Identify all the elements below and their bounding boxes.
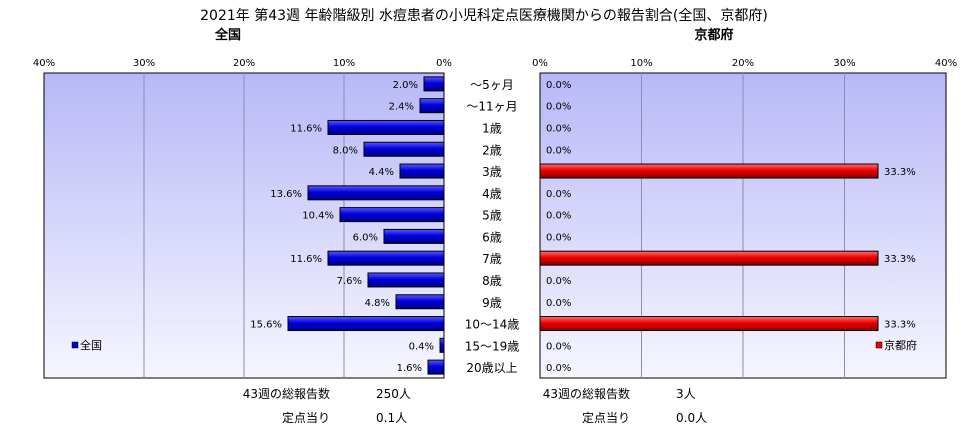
data-label-kyoto: 0.0% (546, 341, 571, 352)
bar-kyoto (539, 316, 879, 332)
total-reports-label-national: 43週の総報告数 (243, 386, 330, 401)
bar-national (383, 228, 445, 244)
category-label: 7歳 (482, 252, 502, 266)
legend-label-national: 全国 (80, 338, 102, 352)
per-site-label-national: 定点当り (282, 410, 330, 425)
panel-title-kyoto: 京都府 (694, 27, 733, 43)
bar-national (399, 163, 445, 179)
data-label-kyoto: 0.0% (546, 276, 571, 287)
legend-label-kyoto: 京都府 (884, 338, 917, 352)
per-site-value-national: 0.1人 (376, 411, 407, 425)
tick-label-national: 20% (233, 58, 255, 69)
data-label-national: 13.6% (270, 189, 302, 200)
tick-label-national: 0% (436, 58, 452, 69)
data-label-national: 0.4% (409, 341, 434, 352)
legend-swatch-kyoto (875, 341, 883, 349)
tick-label-kyoto: 20% (732, 58, 754, 69)
data-label-national: 10.4% (302, 211, 334, 222)
data-label-kyoto: 0.0% (546, 189, 571, 200)
data-label-national: 11.6% (290, 254, 322, 265)
data-label-kyoto: 0.0% (546, 102, 571, 113)
data-label-national: 1.6% (397, 363, 422, 374)
category-label: ～5ヶ月 (470, 78, 514, 92)
bar-national (367, 272, 445, 288)
category-label: 1歳 (482, 121, 502, 135)
total-reports-label-kyoto: 43週の総報告数 (543, 386, 630, 401)
data-label-kyoto: 0.0% (546, 211, 571, 222)
data-label-kyoto: 0.0% (546, 298, 571, 309)
category-label: 6歳 (482, 230, 502, 244)
legend-swatch-national (71, 341, 79, 349)
category-label: 5歳 (482, 209, 502, 223)
panel-title-national: 全国 (214, 27, 241, 43)
tick-label-kyoto: 0% (532, 58, 548, 69)
data-label-kyoto: 0.0% (546, 80, 571, 91)
chart-title: 2021年 第43週 年齢階級別 水痘患者の小児科定点医療機関からの報告割合(全… (200, 7, 768, 24)
bar-national (427, 359, 445, 375)
tick-label-national: 30% (133, 58, 155, 69)
bar-national (327, 119, 445, 135)
bar-national (439, 337, 445, 353)
data-label-national: 2.0% (393, 80, 418, 91)
bar-kyoto (539, 163, 879, 179)
bar-national (363, 141, 445, 157)
category-label: ～11ヶ月 (466, 100, 517, 114)
bar-national (307, 185, 445, 201)
data-label-national: 8.0% (333, 145, 358, 156)
category-label: 9歳 (482, 296, 502, 310)
data-label-national: 11.6% (290, 123, 322, 134)
category-label: 15～19歳 (465, 339, 520, 353)
data-label-kyoto: 33.3% (884, 167, 916, 178)
data-label-national: 4.4% (369, 167, 394, 178)
tick-label-kyoto: 40% (935, 58, 957, 69)
panel-kyoto: 0% 10% 20% 30% 40% 0.0% 0.0% 0.0% 0.0% 33.3% 0.0% 0… (532, 58, 957, 425)
total-reports-value-kyoto: 3人 (676, 387, 696, 401)
bar-national (339, 207, 445, 223)
per-site-label-kyoto: 定点当り (582, 410, 630, 425)
data-label-kyoto: 33.3% (884, 254, 916, 265)
category-label: 4歳 (482, 187, 502, 201)
panel-national: 0% 10% 20% 30% 40% 2.0% 2.4% 11.6% 8.0% 4.4% 13.6%… (33, 58, 452, 425)
category-label: 8歳 (482, 274, 502, 288)
bar-national (327, 250, 445, 266)
data-label-national: 7.6% (337, 276, 362, 287)
data-label-kyoto: 0.0% (546, 232, 571, 243)
category-label: 3歳 (482, 165, 502, 179)
bar-national (423, 76, 445, 92)
category-label: 2歳 (482, 143, 502, 157)
bar-kyoto (539, 250, 879, 266)
tick-label-national: 10% (333, 58, 355, 69)
bar-national (287, 316, 445, 332)
data-label-kyoto: 0.0% (546, 363, 571, 374)
category-label: 10～14歳 (465, 318, 520, 332)
category-label: 20歳以上 (466, 361, 517, 375)
bar-national (419, 98, 445, 114)
per-site-value-kyoto: 0.0人 (676, 411, 707, 425)
data-label-kyoto: 0.0% (546, 145, 571, 156)
data-label-kyoto: 0.0% (546, 123, 571, 134)
tick-label-kyoto: 10% (630, 58, 652, 69)
tick-label-national: 40% (33, 58, 55, 69)
data-label-national: 15.6% (250, 320, 282, 331)
bar-national (395, 294, 445, 310)
total-reports-value-national: 250人 (376, 387, 411, 401)
data-label-kyoto: 33.3% (884, 320, 916, 331)
tick-label-kyoto: 30% (833, 58, 855, 69)
category-labels: ～5ヶ月 ～11ヶ月 1歳 2歳 3歳 4歳 5歳 6歳 7歳 8歳 9歳 10～14歳 15～19歳 2… (465, 78, 520, 375)
data-label-national: 4.8% (365, 298, 390, 309)
data-label-national: 2.4% (389, 102, 414, 113)
data-label-national: 6.0% (353, 232, 378, 243)
